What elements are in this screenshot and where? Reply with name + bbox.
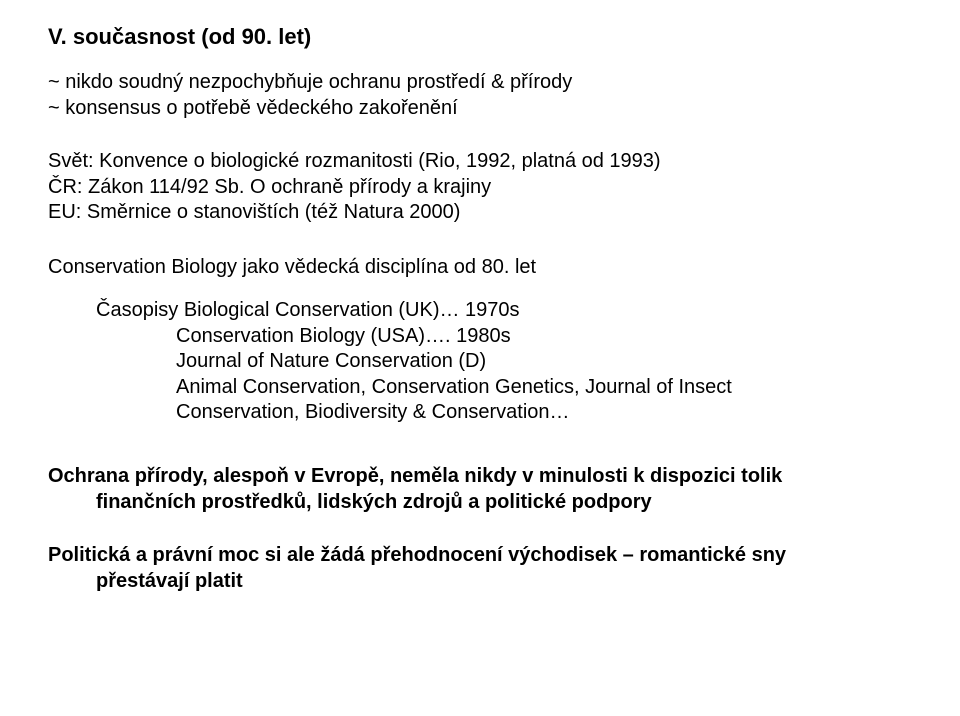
p4-line3: Journal of Nature Conservation (D): [176, 349, 920, 375]
paragraph-1: ~ nikdo soudný nezpochybňuje ochranu pro…: [48, 70, 920, 121]
p4-line5: Conservation, Biodiversity & Conservatio…: [176, 400, 920, 426]
p5-line2: finančních prostředků, lidských zdrojů a…: [96, 490, 920, 516]
p6-line2: přestávají platit: [96, 569, 920, 595]
p4-line1: Časopisy Biological Conservation (UK)… 1…: [96, 298, 920, 324]
paragraph-5: Ochrana přírody, alespoň v Evropě, neměl…: [48, 464, 920, 515]
p2-line2: ČR: Zákon 114/92 Sb. O ochraně přírody a…: [48, 175, 920, 201]
p5-line1: Ochrana přírody, alespoň v Evropě, neměl…: [48, 464, 920, 490]
p4-line2: Conservation Biology (USA)…. 1980s: [176, 324, 920, 350]
p2-line3: EU: Směrnice o stanovištích (též Natura …: [48, 200, 920, 226]
paragraph-3: Conservation Biology jako vědecká discip…: [48, 254, 920, 280]
p1-line2: ~ konsensus o potřebě vědeckého zakořeně…: [48, 96, 920, 122]
paragraph-6: Politická a právní moc si ale žádá přeho…: [48, 543, 920, 594]
paragraph-2: Svět: Konvence o biologické rozmanitosti…: [48, 149, 920, 226]
page-title: V. současnost (od 90. let): [48, 24, 920, 50]
p6-line1: Politická a právní moc si ale žádá přeho…: [48, 543, 920, 569]
p2-line1: Svět: Konvence o biologické rozmanitosti…: [48, 149, 920, 175]
p4-line4: Animal Conservation, Conservation Geneti…: [176, 375, 920, 401]
p1-line1: ~ nikdo soudný nezpochybňuje ochranu pro…: [48, 70, 920, 96]
paragraph-4: Časopisy Biological Conservation (UK)… 1…: [48, 298, 920, 426]
